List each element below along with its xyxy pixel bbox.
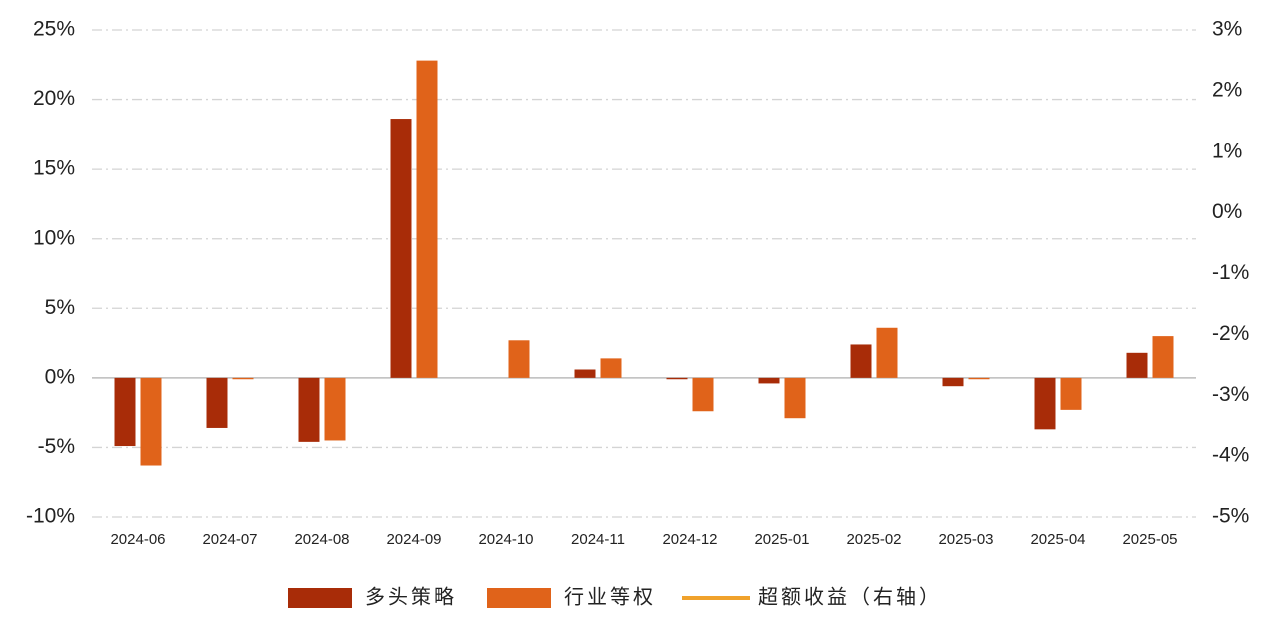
y-tick-label: 0% [45, 365, 75, 388]
legend-label: 行业等权 [564, 585, 656, 609]
x-tick-label: 2024-06 [110, 531, 165, 548]
bar [1126, 352, 1148, 378]
bar [298, 377, 320, 442]
x-tick-label: 2025-03 [938, 531, 993, 548]
x-tick-label: 2024-11 [571, 531, 625, 548]
bar [508, 340, 530, 378]
x-tick-label: 2024-07 [202, 531, 257, 548]
y2-tick-label: -1% [1212, 261, 1249, 284]
bar [968, 377, 990, 380]
x-tick-label: 2024-08 [294, 531, 349, 548]
y2-tick-label: 2% [1212, 78, 1242, 101]
bar [114, 377, 136, 447]
x-tick-label: 2024-09 [386, 531, 441, 548]
y2-tick-label: -4% [1212, 444, 1249, 467]
bar [876, 327, 898, 378]
bar [574, 369, 596, 378]
legend-label: 超额收益（右轴） [758, 585, 942, 609]
bar [1034, 377, 1056, 430]
y-tick-label: 25% [33, 18, 75, 41]
y-tick-label: 20% [33, 87, 75, 110]
y2-tick-label: -5% [1212, 505, 1249, 528]
x-tick-label: 2024-10 [478, 531, 533, 548]
bar [390, 119, 412, 378]
y-tick-label: 10% [33, 226, 75, 249]
x-tick-label: 2025-04 [1030, 531, 1085, 548]
x-tick-label: 2025-01 [754, 531, 809, 548]
y2-tick-label: 0% [1212, 200, 1242, 223]
bar [942, 377, 964, 387]
x-tick-label: 2024-12 [662, 531, 717, 548]
legend-swatch [487, 588, 551, 608]
y2-tick-label: 1% [1212, 139, 1242, 162]
y-tick-label: -10% [26, 505, 75, 528]
y2-tick-label: 3% [1212, 18, 1242, 41]
bar [416, 60, 438, 378]
bar [324, 377, 346, 441]
bar [692, 377, 714, 412]
x-tick-label: 2025-05 [1122, 531, 1177, 548]
y-tick-label: 15% [33, 157, 75, 180]
y2-tick-label: -2% [1212, 322, 1249, 345]
bar [850, 344, 872, 378]
bar [758, 377, 780, 384]
bar [140, 377, 162, 466]
y-tick-label: 5% [45, 296, 75, 319]
x-tick-label: 2025-02 [846, 531, 901, 548]
y-tick-label: -5% [38, 435, 75, 458]
legend-swatch [288, 588, 352, 608]
bar [666, 377, 688, 380]
bar [784, 377, 806, 419]
legend-label: 多头策略 [365, 585, 457, 609]
bar [600, 358, 622, 378]
y2-tick-label: -3% [1212, 383, 1249, 406]
bar [1152, 336, 1174, 378]
bar [1060, 377, 1082, 410]
bar [232, 377, 254, 380]
bar [206, 377, 228, 428]
